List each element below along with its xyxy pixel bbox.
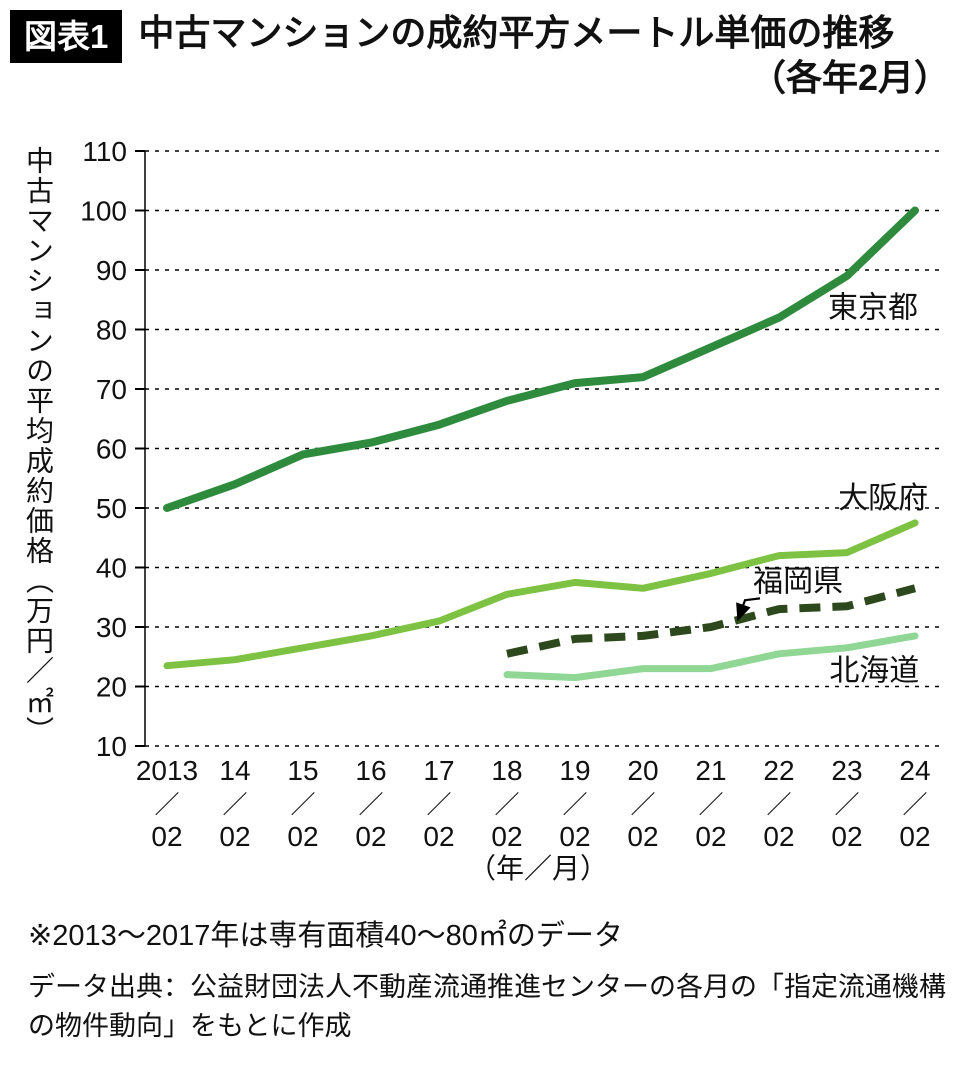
y-tick-label-110: 110 [82, 136, 127, 167]
x-tick-month: 02 [355, 821, 386, 852]
x-tick-slash: ／ [494, 791, 519, 819]
x-tick-year-21: 21 [695, 755, 726, 786]
x-tick-slash: ／ [562, 791, 587, 819]
footnote-data-range: ※2013～2017年は専有面積40～80㎡のデータ [28, 920, 623, 952]
footnote-source: データ出典：公益財団法人不動産流通推進センターの各月の「指定流通機構の物件動向」… [28, 972, 946, 1042]
annotation-arrow [736, 597, 761, 622]
x-tick-slash: ／ [290, 791, 315, 819]
x-tick-month: 02 [627, 821, 658, 852]
x-tick-slash: ／ [630, 791, 655, 819]
x-tick-slash: ／ [426, 791, 451, 819]
figure-titles: 中古マンションの成約平方メートル単価の推移 （各年2月） [138, 10, 964, 100]
x-tick-slash: ／ [154, 791, 179, 819]
x-tick-year-20: 20 [627, 755, 658, 786]
x-tick-slash: ／ [222, 791, 247, 819]
x-tick-year-18: 18 [491, 755, 522, 786]
x-tick-month: 02 [831, 821, 862, 852]
x-tick-year-16: 16 [355, 755, 386, 786]
series-line-1 [163, 519, 919, 670]
x-tick-year-23: 23 [831, 755, 862, 786]
x-tick-year-19: 19 [559, 755, 590, 786]
series-line-2 [506, 584, 917, 658]
y-tick-label-40: 40 [96, 553, 127, 584]
x-tick-slash: ／ [766, 791, 791, 819]
series-line-0 [163, 206, 919, 512]
y-tick-label-60: 60 [96, 434, 127, 465]
x-tick-year-15: 15 [287, 755, 318, 786]
y-tick-label-10: 10 [96, 731, 127, 762]
series-label-2: 福岡県 [753, 565, 843, 598]
y-axis-title: 中古マンションの平均成約価格（万円／㎡） [23, 146, 54, 746]
y-tick-label-20: 20 [96, 672, 127, 703]
figure-header: 図表1 中古マンションの成約平方メートル単価の推移 （各年2月） [0, 0, 980, 100]
x-tick-month: 02 [151, 821, 182, 852]
chart-area: 中古マンションの平均成約価格（万円／㎡） 110 100 90 80 70 60 50 40 3… [0, 118, 980, 888]
footnotes: ※2013～2017年は専有面積40～80㎡のデータ データ出典：公益財団法人不… [0, 912, 980, 1046]
x-tick-year-22: 22 [763, 755, 794, 786]
x-tick-month: 02 [219, 821, 250, 852]
y-tick-label-80: 80 [96, 315, 127, 346]
x-tick-slash: ／ [698, 791, 723, 819]
series-line-3 [503, 632, 919, 682]
chart-svg: 1101009080706050403020102013／0214／0215／0… [80, 136, 945, 884]
x-tick-month: 02 [695, 821, 726, 852]
x-tick-month: 02 [423, 821, 454, 852]
chart-title: 中古マンションの成約平方メートル単価の推移 [138, 12, 895, 53]
y-tick-label-100: 100 [80, 196, 127, 227]
figure-badge: 図表1 [10, 10, 123, 63]
x-tick-year-17: 17 [423, 755, 454, 786]
series-label-1: 大阪府 [838, 482, 928, 515]
y-tick-label-30: 30 [96, 612, 127, 643]
x-tick-slash: ／ [902, 791, 927, 819]
x-tick-month: 02 [763, 821, 794, 852]
x-tick-month: 02 [899, 821, 930, 852]
x-tick-year-24: 24 [899, 755, 930, 786]
x-tick-month: 02 [491, 821, 522, 852]
x-tick-month: 02 [559, 821, 590, 852]
x-axis-title: （年／月） [468, 853, 608, 884]
x-tick-slash: ／ [834, 791, 859, 819]
y-tick-label-50: 50 [96, 493, 127, 524]
y-tick-label-90: 90 [96, 255, 127, 286]
series-label-0: 東京都 [828, 292, 918, 325]
series-label-3: 北海道 [829, 655, 919, 688]
x-tick-month: 02 [287, 821, 318, 852]
x-tick-slash: ／ [358, 791, 383, 819]
x-tick-year-14: 14 [219, 755, 250, 786]
x-tick-year-2013: 2013 [136, 755, 198, 786]
chart-title-sub: （各年2月） [749, 57, 950, 98]
y-tick-label-70: 70 [96, 374, 127, 405]
